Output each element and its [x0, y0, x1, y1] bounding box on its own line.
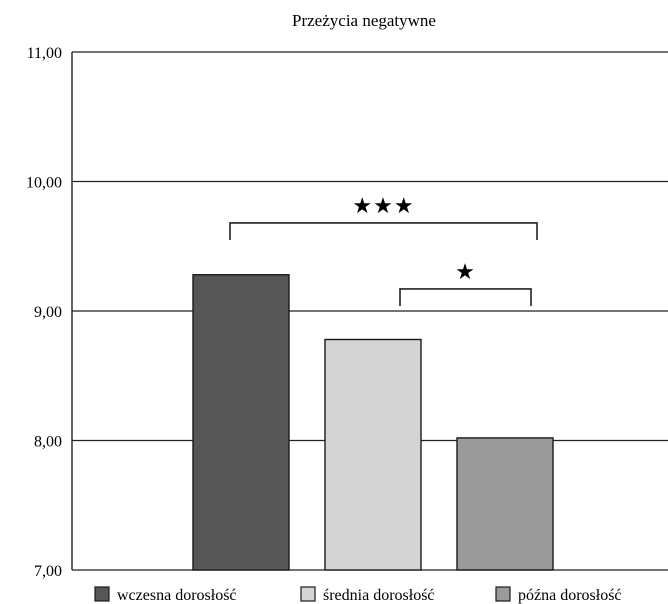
bars [192, 274, 554, 571]
significance-bracket [399, 288, 532, 306]
bar-1 [192, 274, 290, 571]
y-tick-label: 11,00 [27, 45, 62, 62]
bar-3 [456, 437, 554, 571]
y-tick-label: 8,00 [34, 434, 62, 451]
legend-label: średnia dorosłość [323, 587, 435, 604]
significance-stars: ★★★ [352, 193, 414, 218]
legend-label: późna dorosłość [518, 587, 622, 604]
legend: wczesna dorosłość średnia dorosłość późna … [94, 586, 622, 604]
significance-bracket [229, 222, 538, 240]
y-tick-label: 9,00 [34, 304, 62, 321]
grid-lines [71, 51, 668, 571]
significance-annotations: ★★★★ [229, 193, 538, 306]
bar-2 [324, 338, 422, 571]
legend-swatch [300, 586, 316, 602]
y-axis-ticks: 7,00 8,00 9,00 10,00 11,00 [26, 45, 62, 580]
y-tick-label: 10,00 [26, 175, 62, 192]
legend-swatch [495, 586, 511, 602]
significance-stars: ★ [455, 259, 476, 284]
chart-title: Przeżycia negatywne [292, 11, 436, 30]
y-tick-label: 7,00 [34, 563, 62, 580]
legend-label: wczesna dorosłość [117, 587, 237, 604]
legend-swatch [94, 586, 110, 602]
